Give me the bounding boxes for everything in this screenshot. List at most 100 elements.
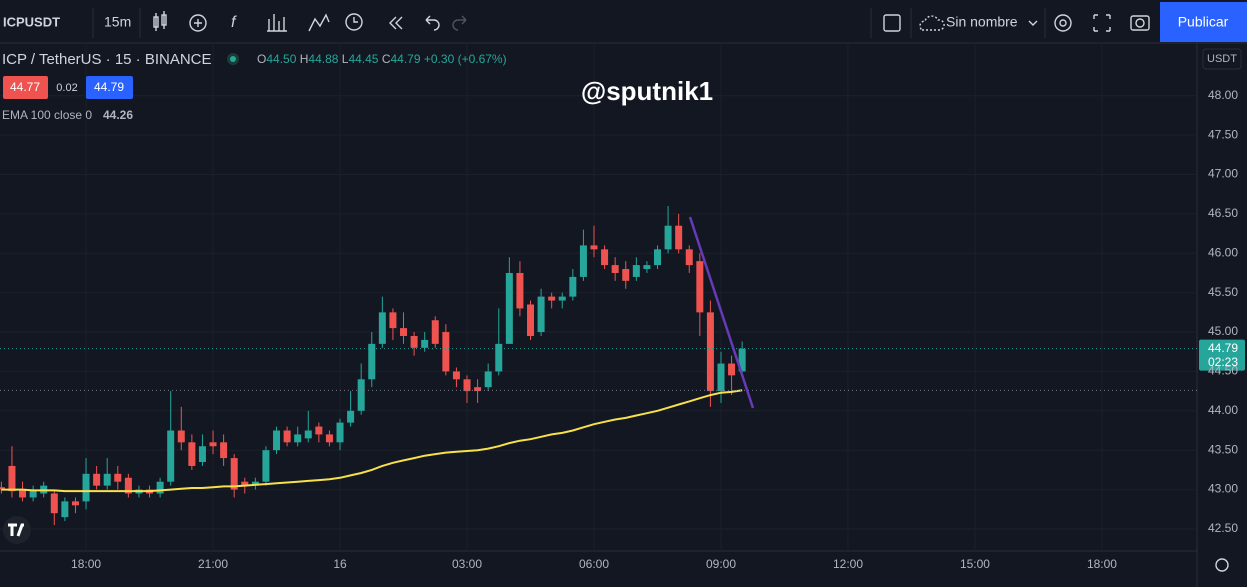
candle-body	[611, 265, 619, 273]
interval[interactable]: 15m	[104, 14, 131, 30]
ohlc-label: L	[342, 52, 349, 66]
candle-body	[484, 371, 492, 388]
candle-body	[421, 339, 429, 348]
candle-body	[558, 296, 566, 301]
lens	[1135, 18, 1145, 28]
candle-body	[29, 489, 37, 498]
candle-body	[685, 249, 693, 266]
grid	[0, 43, 1197, 551]
candles-icon[interactable]	[153, 11, 167, 31]
x-tick-label: 18:00	[71, 557, 101, 571]
candle-body	[347, 410, 355, 423]
fx-icon[interactable]: f	[231, 14, 237, 31]
candle-body	[463, 379, 471, 392]
last-price: 44.79	[1208, 341, 1238, 355]
candle-body	[156, 481, 164, 494]
x-tick-label: 21:00	[198, 557, 228, 571]
ohlc-value: 44.88	[308, 52, 338, 66]
snapshot-icon[interactable]	[1130, 15, 1150, 31]
ohlc-label: C	[382, 52, 391, 66]
candle-body	[198, 446, 206, 463]
replay-icon[interactable]	[389, 16, 403, 30]
undo-icon[interactable]	[425, 15, 440, 31]
currency-box[interactable]	[1202, 48, 1242, 70]
candle-body	[262, 450, 270, 482]
currency[interactable]: USDT	[1207, 53, 1237, 65]
x-tick-label: 18:00	[1087, 557, 1117, 571]
candle-body	[505, 272, 513, 344]
ohlc-label: O	[257, 52, 266, 66]
scale-settings-icon[interactable]	[1215, 558, 1229, 572]
fullscreen-box-icon[interactable]	[883, 14, 901, 32]
bars-icon[interactable]	[267, 14, 287, 32]
candle-body	[50, 493, 58, 514]
y-tick-label: 47.50	[1208, 127, 1238, 141]
candle-body	[378, 312, 386, 344]
symbol[interactable]: ICPUSDT	[3, 14, 60, 29]
candle-body	[251, 481, 259, 486]
layout-name[interactable]: Sin nombre	[946, 14, 1018, 30]
market-status-dot	[230, 56, 236, 62]
indicators-add-icon[interactable]	[189, 14, 207, 32]
spread: 0.02	[56, 82, 77, 94]
settings-icon[interactable]	[1054, 14, 1072, 32]
logo[interactable]	[3, 516, 31, 544]
candle-body	[400, 328, 408, 336]
candle-body	[601, 249, 609, 266]
candle-body	[696, 261, 704, 313]
y-tick-label: 47.00	[1208, 167, 1238, 181]
buy-price[interactable]: 44.79	[94, 80, 124, 94]
candle-body	[728, 363, 736, 376]
candle-body	[569, 276, 577, 297]
candle-body	[717, 363, 725, 392]
candle-body	[579, 245, 587, 277]
publish-label[interactable]: Publicar	[1178, 14, 1229, 30]
candle-body	[188, 442, 196, 466]
candle-body	[61, 501, 69, 518]
buy-box[interactable]	[86, 76, 133, 99]
x-tick-label: 09:00	[706, 557, 736, 571]
sell-box[interactable]	[3, 76, 48, 99]
candle-body	[230, 458, 238, 490]
candle-body	[516, 272, 524, 309]
x-tick-label: 15:00	[960, 557, 990, 571]
fullscreen-icon[interactable]	[1093, 14, 1111, 32]
candle-body	[241, 481, 249, 486]
candle-body	[304, 430, 312, 439]
candle-body	[0, 487, 5, 490]
dropdown-icon[interactable]	[1028, 20, 1038, 26]
candle-body	[273, 430, 281, 451]
candle-body	[93, 473, 101, 486]
candle-body	[548, 296, 556, 301]
plus	[194, 19, 202, 27]
ema-value: 44.26	[103, 108, 133, 122]
candle-body	[632, 265, 640, 277]
x-tick-label: 06:00	[579, 557, 609, 571]
redo-icon[interactable]	[452, 15, 467, 31]
y-tick-label: 43.50	[1208, 442, 1238, 456]
candle-body	[177, 430, 185, 443]
candle-body	[315, 426, 323, 435]
y-tick-label: 46.00	[1208, 245, 1238, 259]
y-tick-label: 42.50	[1208, 521, 1238, 535]
x-tick-label: 16	[333, 557, 347, 571]
candle-body	[368, 343, 376, 380]
candle-body	[283, 430, 291, 443]
publish-button[interactable]	[1160, 2, 1247, 42]
compare-icon[interactable]	[308, 13, 330, 32]
x-tick-label: 12:00	[833, 557, 863, 571]
candle-body	[336, 422, 344, 443]
ohlc-label: H	[300, 52, 309, 66]
candle-body	[738, 348, 746, 372]
candle-body	[675, 225, 683, 250]
settings-center	[1059, 19, 1067, 27]
ohlc-value: 44.45	[348, 52, 378, 66]
sell-price[interactable]: 44.77	[10, 80, 40, 94]
y-tick-label: 48.00	[1208, 88, 1238, 102]
trend-line[interactable]	[688, 216, 755, 409]
clock-hands	[353, 17, 358, 23]
candle-body	[103, 473, 111, 486]
alert-icon[interactable]	[345, 13, 363, 31]
candle-body	[71, 501, 79, 506]
